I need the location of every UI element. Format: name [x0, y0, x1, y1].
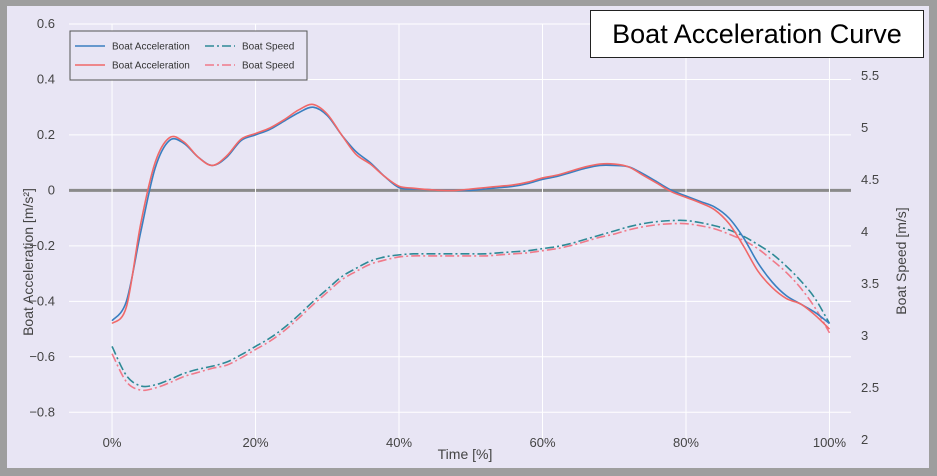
- y-tick-label: −0.4: [29, 293, 55, 308]
- x-axis-ticks: 0% 20% 40% 60% 80% 100%: [103, 435, 847, 450]
- series-lines: [111, 103, 831, 392]
- y2-tick-label: 5: [861, 120, 868, 135]
- y-tick-label: −0.2: [29, 238, 55, 253]
- y2-axis-label: Boat Speed [m/s]: [893, 207, 909, 314]
- y-tick-label: 0: [48, 182, 55, 197]
- plot-area: [69, 24, 851, 440]
- x-tick-label: 60%: [529, 435, 555, 450]
- x-tick-label: 40%: [386, 435, 412, 450]
- boat-speed-line-3: [111, 222, 831, 392]
- y2-tick-label: 5.5: [861, 68, 879, 83]
- y2-axis-ticks: 65.554.543.532.52: [861, 16, 879, 447]
- y-tick-label: −0.6: [29, 349, 55, 364]
- legend-label: Boat Speed: [242, 61, 294, 72]
- y2-tick-label: 4.5: [861, 172, 879, 187]
- y-axis-ticks: 0.6 0.4 0.2 0 −0.2 −0.4 −0.6 −0.8: [29, 16, 55, 419]
- legend-label: Boat Acceleration: [112, 61, 190, 72]
- y-axis-label: Boat Acceleration [m/s²]: [20, 188, 36, 336]
- chart-frame: 0.60.40.20−0.2−0.4−0.6−0.8 65.554.543.53…: [7, 6, 929, 468]
- x-tick-label: 80%: [673, 435, 699, 450]
- y2-tick-label: 3.5: [861, 276, 879, 291]
- x-axis-label: Time [%]: [438, 446, 493, 462]
- y2-tick-label: 2.5: [861, 380, 879, 395]
- legend-label: Boat Speed: [242, 42, 294, 53]
- x-tick-label: 0%: [103, 435, 122, 450]
- y-tick-label: 0.2: [37, 127, 55, 142]
- x-tick-label: 100%: [813, 435, 847, 450]
- chart-title: Boat Acceleration Curve: [612, 18, 902, 49]
- boat-acceleration-line-1: [111, 103, 831, 330]
- y-tick-label: −0.8: [29, 404, 55, 419]
- x-tick-label: 20%: [243, 435, 269, 450]
- legend: Boat Acceleration Boat Acceleration Boat S…: [69, 30, 308, 81]
- chart-title-box: Boat Acceleration Curve: [590, 10, 924, 58]
- legend-label: Boat Acceleration: [112, 42, 190, 53]
- boat-acceleration-line-0: [111, 106, 830, 325]
- chart-svg: 0.60.40.20−0.2−0.4−0.6−0.8 65.554.543.53…: [20, 16, 909, 462]
- gridlines: [69, 23, 851, 440]
- legend-box: [69, 30, 308, 81]
- y2-tick-label: 4: [861, 224, 868, 239]
- y-tick-label: 0.4: [37, 71, 55, 86]
- y2-tick-label: 3: [861, 328, 868, 343]
- y2-tick-label: 2: [861, 432, 868, 447]
- y-tick-label: 0.6: [37, 16, 55, 31]
